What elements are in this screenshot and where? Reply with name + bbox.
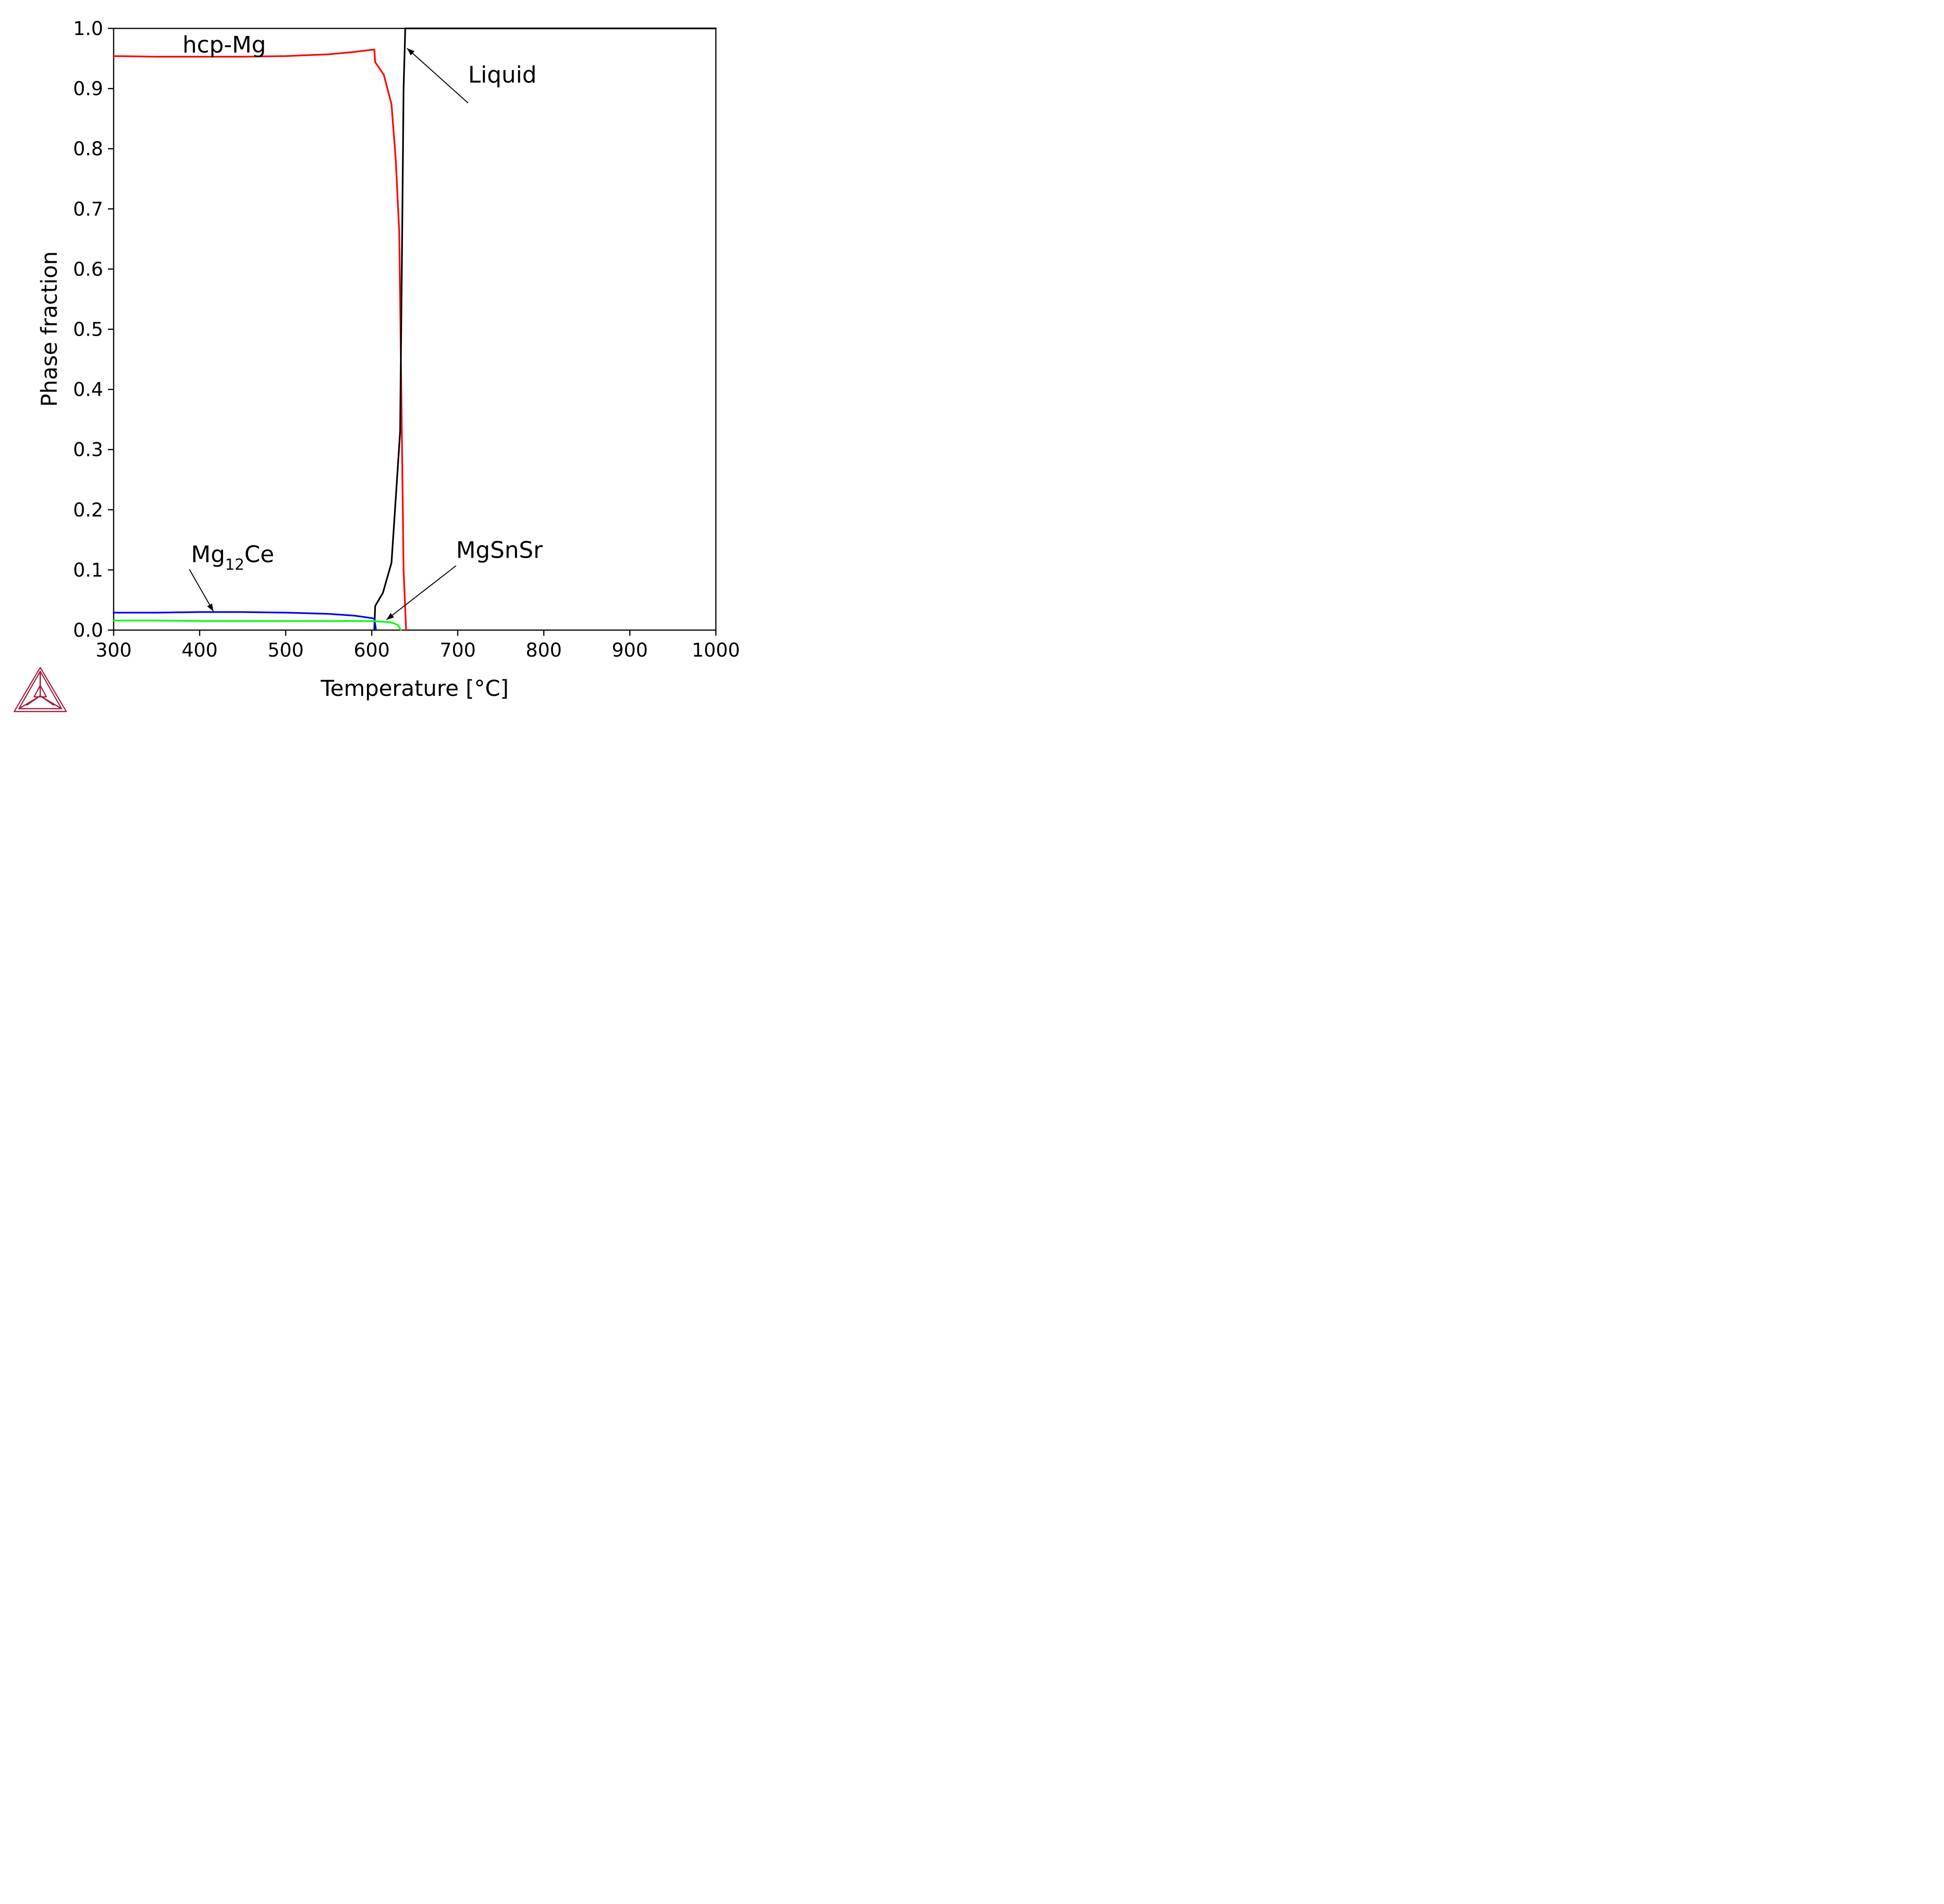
y-tick-label: 0.9 [73, 78, 103, 100]
y-tick-label: 0.6 [73, 258, 103, 280]
annotation-mgsnsr: MgSnSr [456, 537, 543, 563]
x-tick-label: 400 [182, 640, 218, 661]
annotation-arrow-mg12ce [189, 569, 214, 612]
y-axis-ticks: 0.0 0.1 0.2 0.3 0.4 0.5 0.6 0.7 0.8 0.9 1.0 [73, 18, 114, 641]
series-layer [113, 27, 717, 631]
x-tick-label: 900 [612, 640, 648, 661]
x-tick-label: 700 [440, 640, 476, 661]
annotation-layer: hcp-Mg Liquid Mg12Ce MgSnSr [182, 32, 543, 621]
series-line-1 [373, 27, 717, 631]
annotation-hcp: hcp-Mg [182, 32, 266, 58]
annotation-arrow-liquid [406, 48, 469, 104]
y-tick-label: 0.8 [73, 138, 103, 160]
plot-area-border [113, 27, 717, 631]
x-tick-label: 600 [354, 640, 390, 661]
annotation-liquid: Liquid [468, 62, 537, 88]
annotation-mg12ce: Mg12Ce [191, 541, 275, 573]
series-line-3 [113, 619, 402, 631]
x-tick-label: 500 [268, 640, 303, 661]
phase-fraction-chart: 300 400 500 600 700 800 900 1000 0.00.10.20.30.… [13, 18, 740, 712]
annotation-arrowhead-liquid [407, 48, 415, 56]
annotation-arrowhead-mgsnsr [386, 613, 394, 620]
x-axis-ticks: 300 400 500 600 700 800 900 1000 [96, 630, 740, 661]
annotation-arrowhead-mg12ce [207, 603, 214, 612]
y-tick-label: 0.7 [73, 198, 103, 220]
y-tick-label: 0.2 [73, 499, 103, 521]
x-axis-title: Temperature [°C] [320, 676, 508, 701]
y-tick-label: 0.1 [73, 560, 103, 581]
x-tick-label: 300 [96, 640, 132, 661]
y-tick-label: 1.0 [73, 18, 103, 40]
y-tick-label: 0.4 [73, 379, 103, 401]
y-tick-label: 0.5 [73, 319, 103, 341]
y-tick-label: 0.3 [73, 439, 103, 461]
y-tick-label: 0.0 [73, 620, 103, 641]
x-tick-label: 1000 [692, 640, 740, 661]
thermo-calc-logo-icon [13, 667, 67, 712]
plot-frame [113, 27, 717, 631]
x-tick-label: 800 [526, 640, 562, 661]
series-line-2 [113, 611, 377, 631]
annotation-arrow-mgsnsr [386, 565, 456, 621]
y-axis-title: Phase fraction [36, 251, 62, 407]
